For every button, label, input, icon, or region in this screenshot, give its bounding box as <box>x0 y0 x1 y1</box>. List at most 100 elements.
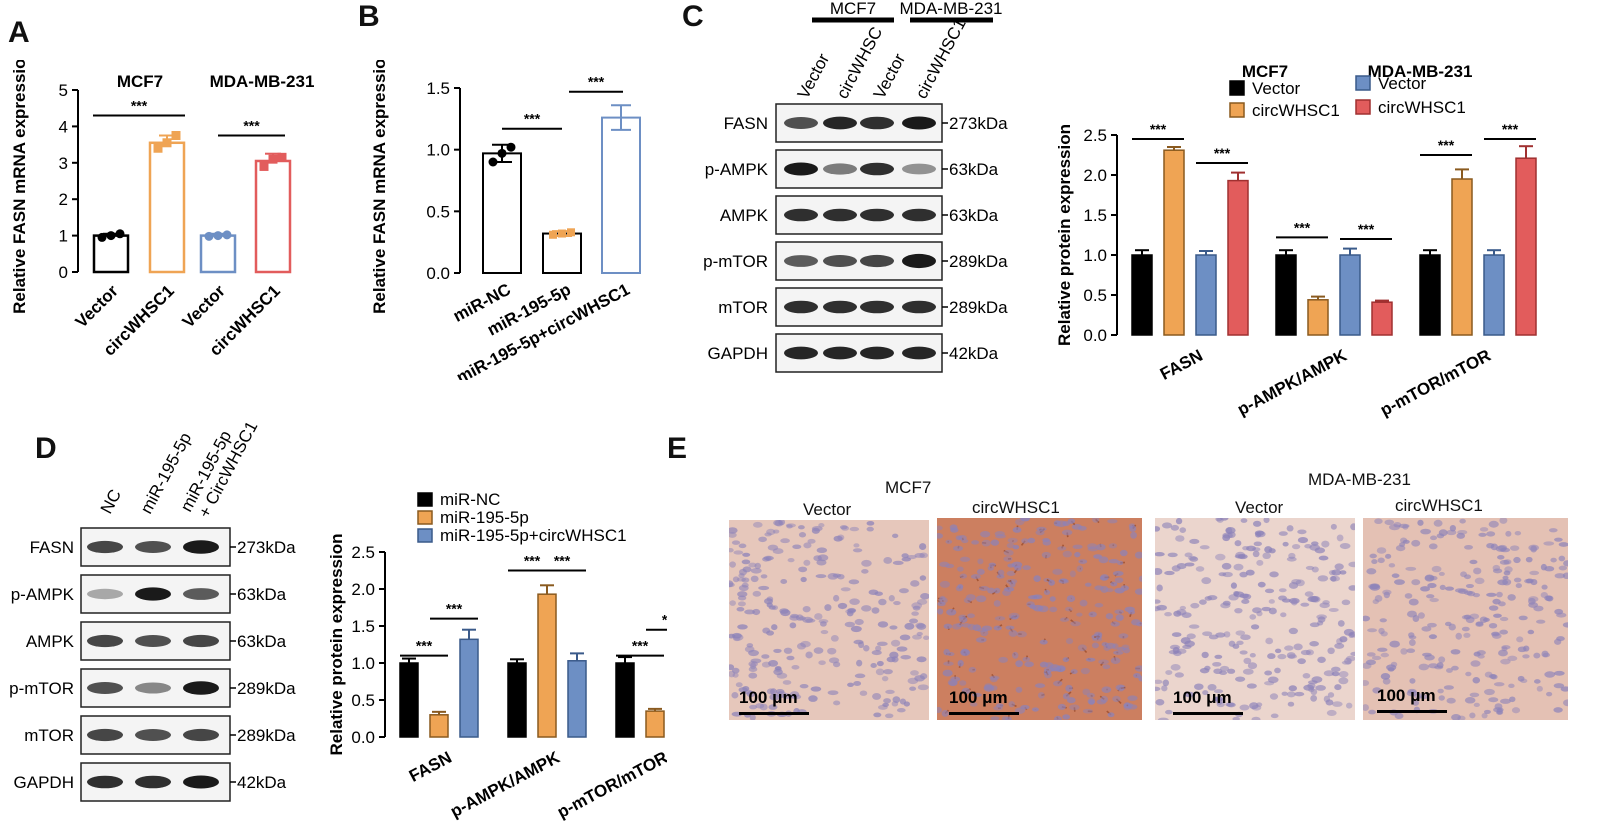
micrograph-nucleus <box>876 660 884 667</box>
micrograph-nucleus <box>888 594 895 602</box>
micrograph-nucleus <box>1321 540 1330 548</box>
micrograph-nucleus <box>938 597 948 604</box>
blot-d-lane-label: NC <box>97 486 125 517</box>
micrograph-nucleus <box>1553 670 1565 676</box>
micrograph-nucleus <box>1094 603 1104 608</box>
micrograph-nucleus <box>818 523 825 528</box>
micrograph-nucleus <box>1213 696 1224 702</box>
micrograph-nucleus <box>917 684 929 691</box>
micrograph-nucleus <box>1186 633 1196 640</box>
micrograph-nucleus <box>1394 712 1404 720</box>
micrograph-fiber <box>998 617 1001 620</box>
micrograph-nucleus <box>1256 702 1263 707</box>
micrograph-nucleus <box>942 669 953 677</box>
micrograph-nucleus <box>1341 599 1351 606</box>
micrograph-nucleus <box>1541 650 1549 658</box>
micrograph-nucleus <box>977 558 984 565</box>
micrograph-nucleus <box>1161 685 1168 692</box>
micrograph-nucleus <box>1165 670 1173 675</box>
micrograph-nucleus <box>1233 591 1240 597</box>
micrograph-nucleus <box>1253 541 1262 547</box>
micrograph-nucleus <box>1016 631 1027 638</box>
micrograph-nucleus <box>1499 616 1509 622</box>
chart-b-point <box>549 230 557 239</box>
micrograph-nucleus <box>901 557 912 562</box>
micrograph-nucleus <box>1374 518 1383 525</box>
micrograph-nucleus <box>1554 573 1566 579</box>
micrograph-nucleus <box>1267 676 1279 684</box>
micrograph-nucleus <box>737 591 748 598</box>
micrograph-nucleus <box>1112 570 1124 577</box>
micrograph-nucleus <box>1383 591 1391 599</box>
micrograph-nucleus <box>1113 650 1124 655</box>
micrograph-nucleus <box>1311 676 1323 683</box>
micrograph-nucleus <box>1544 595 1553 601</box>
micrograph-nucleus <box>943 661 954 666</box>
micrograph-nucleus <box>1491 633 1502 639</box>
micrograph-nucleus <box>1235 676 1246 682</box>
micrograph-nucleus <box>1518 615 1528 621</box>
micrograph-nucleus <box>891 656 899 663</box>
blot-c-size-label: 63kDa <box>949 160 999 179</box>
micrograph-nucleus <box>1175 535 1185 542</box>
micrograph-nucleus <box>1096 543 1106 551</box>
blot-d-band <box>87 775 123 789</box>
micrograph-nucleus <box>1241 598 1250 605</box>
micrograph-nucleus <box>1424 574 1435 582</box>
micrograph-nucleus <box>1019 518 1031 522</box>
micrograph-nucleus <box>1282 541 1289 547</box>
scale-bar-label: 100 μm <box>1377 686 1436 705</box>
micrograph-nucleus <box>939 561 950 568</box>
micrograph-nucleus <box>837 534 845 541</box>
scale-bar-label: 100 μm <box>1173 688 1232 707</box>
micrograph-nucleus <box>1288 685 1298 692</box>
micrograph-nucleus <box>1477 654 1485 659</box>
chart-c-sig-label: *** <box>1214 145 1231 161</box>
micrograph-fiber <box>1112 544 1115 547</box>
micrograph-nucleus <box>1002 589 1011 596</box>
micrograph-nucleus <box>813 647 824 654</box>
micrograph-nucleus <box>758 536 767 543</box>
micrograph-nucleus <box>1184 552 1193 558</box>
micrograph-nucleus <box>877 621 889 628</box>
micrograph-nucleus <box>1156 584 1163 592</box>
chart-c-bar <box>1451 178 1473 336</box>
micrograph-nucleus <box>1464 696 1476 704</box>
micrograph-nucleus <box>1170 524 1180 531</box>
micrograph-nucleus <box>1213 689 1224 694</box>
chart-a-point <box>277 152 287 162</box>
micrograph-fiber <box>1011 540 1014 543</box>
micrograph-nucleus <box>1334 563 1344 570</box>
micrograph-nucleus <box>1245 569 1255 576</box>
micrograph-nucleus <box>798 566 808 573</box>
micrograph-nucleus <box>1041 551 1051 559</box>
micrograph-nucleus <box>1400 648 1408 655</box>
micrograph-nucleus <box>937 706 943 714</box>
micrograph-nucleus <box>937 608 944 615</box>
micrograph-nucleus <box>731 667 740 674</box>
chart-c-sig-label: *** <box>1438 137 1455 153</box>
micrograph-nucleus <box>1233 563 1244 571</box>
micrograph-nucleus <box>1380 672 1391 680</box>
micro-label-1: Vector <box>803 500 852 519</box>
micrograph-nucleus <box>1536 685 1543 692</box>
micrograph-nucleus <box>832 661 841 668</box>
chart-b-point <box>497 148 507 158</box>
micrograph-nucleus <box>1516 636 1524 643</box>
micrograph-nucleus <box>1411 579 1421 586</box>
micrograph-nucleus <box>1529 570 1540 576</box>
scale-bar <box>1377 710 1447 713</box>
blot-d-size-label: 42kDa <box>237 773 287 792</box>
micrograph-nucleus <box>819 621 827 627</box>
micrograph-nucleus <box>1162 679 1170 687</box>
micrograph-nucleus <box>783 647 793 654</box>
micrograph-nucleus <box>833 594 840 602</box>
micrograph-nucleus <box>742 566 752 573</box>
micrograph-nucleus <box>1067 518 1076 524</box>
micrograph-nucleus <box>987 565 994 571</box>
blot-c-size-label: 42kDa <box>949 344 999 363</box>
micrograph-nucleus <box>1006 542 1015 549</box>
micrograph-nucleus <box>960 649 971 657</box>
micrograph-nucleus <box>876 641 888 647</box>
micrograph-nucleus <box>796 642 806 650</box>
